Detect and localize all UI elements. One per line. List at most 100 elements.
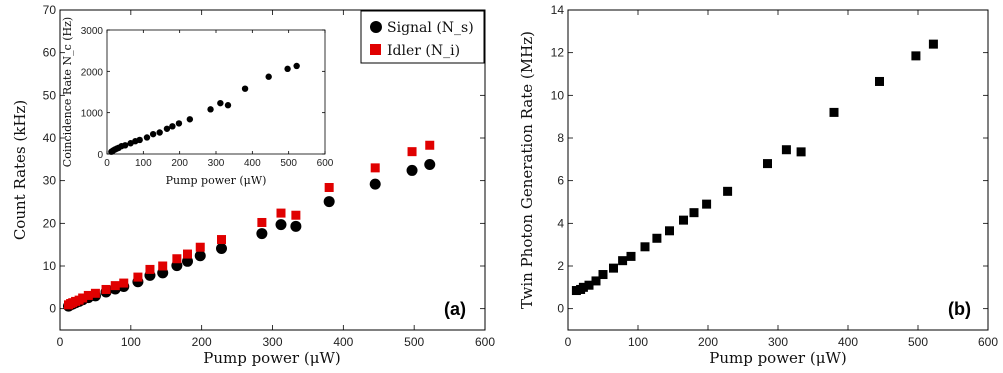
- chart-a-idler-point: [257, 217, 267, 227]
- inset-point: [217, 99, 224, 107]
- inset-point: [207, 106, 214, 113]
- chart-a-y-tick-label: 0: [49, 302, 56, 316]
- inset-x-axis-label: Pump power (μW): [166, 174, 267, 187]
- chart-b-points: [571, 39, 938, 296]
- chart-b-point: [584, 280, 594, 290]
- chart-b-point: [679, 215, 688, 225]
- chart-b-panel-label: (b): [948, 299, 971, 319]
- chart-b-point: [829, 107, 839, 117]
- chart-a-y-tick-label: 70: [43, 3, 57, 17]
- chart-a-y-tick-label: 50: [43, 88, 57, 102]
- chart-a-idler-point: [195, 242, 205, 252]
- chart-a-signal-point: [182, 255, 193, 267]
- chart-a-signal-point: [275, 219, 287, 231]
- inset-point: [149, 130, 157, 138]
- chart-a: 0 100 200 300 400 500 600 0 10 20 30 40 50 60 70 Pump …: [11, 3, 495, 367]
- chart-b-point: [781, 145, 791, 155]
- chart-b-x-tick-label: 100: [628, 335, 648, 349]
- chart-b-point: [578, 282, 588, 292]
- chart-a-idler-point: [324, 182, 334, 192]
- chart-b-x-tick-label: 300: [768, 335, 788, 349]
- chart-a-idler-point: [110, 281, 120, 291]
- inset-x-tick-label: 300: [208, 158, 225, 169]
- chart-a-signal-point: [194, 250, 206, 262]
- chart-b-y-tick-label: 4: [557, 216, 564, 230]
- chart-a-inset: 0 100 200 300 400 500 600 0 1000 2000 3000 Pump po…: [61, 17, 334, 187]
- chart-b-plot-area: [567, 9, 989, 331]
- chart-b-y-tick-label: 0: [557, 302, 564, 316]
- chart-b-x-axis-label: Pump power (μW): [709, 349, 847, 367]
- chart-a-points: [63, 140, 436, 312]
- chart-a-y-axis-label: Count Rates (kHz): [11, 100, 29, 240]
- inset-y-tick-label: 1000: [81, 109, 104, 120]
- chart-b-point: [689, 208, 699, 218]
- chart-a-idler-point: [172, 254, 182, 264]
- chart-a-legend: Signal (N_s) Idler (N_i): [360, 10, 485, 64]
- chart-a-x-tick-label: 300: [262, 335, 282, 349]
- chart-b-point: [598, 270, 608, 280]
- chart-a-idler-point: [291, 210, 301, 220]
- chart-a-x-tick-label: 600: [475, 335, 495, 349]
- chart-a-x-tick-label: 500: [404, 335, 424, 349]
- inset-point: [224, 102, 232, 109]
- inset-x-tick-label: 100: [135, 158, 152, 169]
- chart-a-x-tick-label: 100: [121, 335, 141, 349]
- chart-b-axes: 0 100 200 300 400 500 600 0 2 4 6 8 10 12 14: [551, 3, 999, 349]
- chart-b-point: [763, 159, 772, 169]
- inset-point: [136, 136, 143, 144]
- chart-a-signal-point: [216, 243, 227, 255]
- chart-b-x-tick-label: 0: [565, 335, 572, 349]
- chart-a-signal-point: [323, 196, 335, 208]
- inset-x-tick-label: 600: [317, 158, 334, 169]
- chart-b-point: [928, 39, 938, 49]
- chart-b: 0 100 200 300 400 500 600 0 2 4 6 8 10 12 14 Pump powe…: [518, 3, 998, 367]
- chart-b-point: [665, 226, 674, 236]
- inset-x-tick-label: 400: [244, 158, 261, 169]
- legend-marker-idler: [370, 44, 381, 55]
- chart-a-idler-point: [145, 264, 155, 274]
- chart-a-y-tick-label: 10: [43, 259, 57, 273]
- chart-a-x-tick-label: 400: [333, 335, 353, 349]
- chart-a-idler-point: [83, 290, 93, 300]
- chart-b-point: [723, 186, 733, 196]
- inset-point: [163, 125, 171, 132]
- inset-x-tick-label: 200: [171, 158, 188, 169]
- inset-point: [143, 134, 151, 141]
- inset-y-axis-label: Coincidence Rate N_c (Hz): [61, 17, 74, 167]
- chart-b-y-tick-label: 12: [551, 46, 565, 60]
- inset-points: [108, 62, 300, 155]
- inset-plot-area: [106, 29, 326, 155]
- inset-x-tick-label: 500: [280, 158, 297, 169]
- chart-b-point: [796, 147, 806, 157]
- chart-a-idler-point: [217, 235, 226, 245]
- chart-a-x-tick-label: 0: [57, 335, 64, 349]
- legend-label-idler: Idler (N_i): [387, 43, 460, 59]
- legend-marker-signal: [370, 21, 382, 33]
- inset-point: [169, 123, 176, 130]
- chart-a-y-tick-label: 40: [43, 131, 57, 145]
- chart-b-point: [591, 276, 601, 286]
- legend-box: [360, 10, 485, 64]
- chart-a-idler-point: [119, 278, 129, 288]
- chart-a-signal-point: [406, 164, 418, 176]
- chart-b-point: [640, 242, 650, 252]
- chart-a-idler-point: [133, 272, 143, 282]
- chart-a-idler-point: [90, 288, 100, 298]
- chart-b-x-tick-label: 500: [908, 335, 928, 349]
- inset-point: [186, 116, 194, 123]
- chart-b-y-tick-label: 14: [551, 3, 565, 17]
- inset-y-tick-label: 2000: [81, 67, 104, 78]
- inset-point: [241, 85, 249, 92]
- chart-b-x-tick-label: 400: [838, 335, 858, 349]
- chart-a-signal-point: [424, 158, 436, 170]
- chart-a-idler-point: [158, 261, 168, 271]
- inset-y-tick-label: 3000: [81, 26, 104, 37]
- chart-b-point: [911, 51, 921, 61]
- chart-b-point: [618, 256, 628, 266]
- chart-b-y-tick-label: 2: [557, 259, 564, 273]
- chart-b-point: [875, 76, 884, 86]
- inset-point: [293, 62, 300, 70]
- inset-point: [284, 65, 291, 73]
- inset-point: [121, 142, 129, 149]
- chart-a-y-tick-label: 30: [43, 174, 57, 188]
